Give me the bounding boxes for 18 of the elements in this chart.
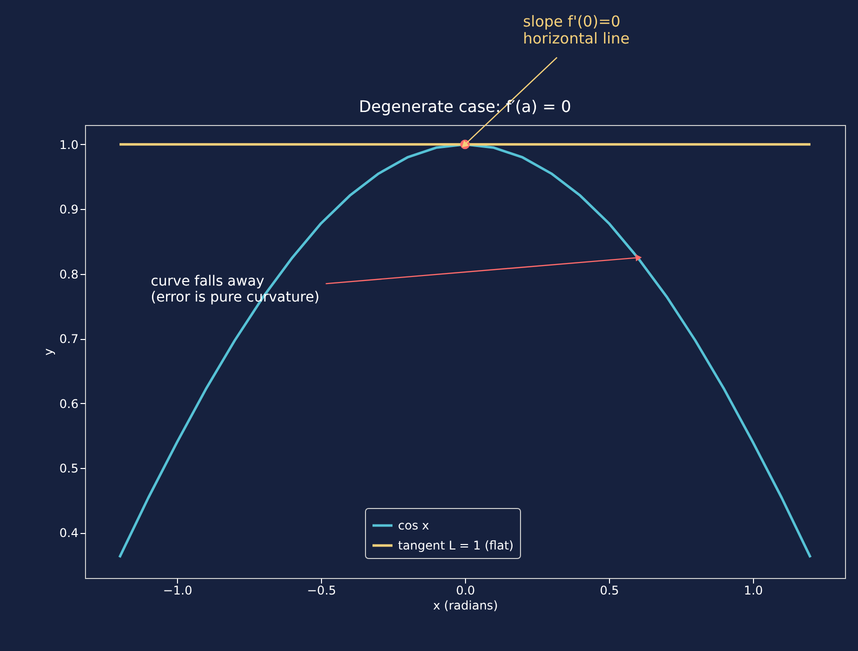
x-tick-label: 1.0 <box>744 584 763 598</box>
annotation: slope f'(0)=0 horizontal line <box>523 12 630 48</box>
y-tick-label: 0.7 <box>59 332 78 346</box>
y-axis-title: y <box>41 348 56 356</box>
x-tick-label: 0.5 <box>600 584 619 598</box>
x-tick-label: 0.0 <box>456 584 476 598</box>
legend-label: cos x <box>398 518 430 532</box>
legend-label: tangent L = 1 (flat) <box>398 538 514 552</box>
y-tick-label: 1.0 <box>59 138 78 152</box>
y-tick-label: 0.8 <box>59 267 78 282</box>
y-tick-label: 0.9 <box>59 202 78 217</box>
x-tick-label: −1.0 <box>163 584 192 598</box>
x-tick-label: −0.5 <box>306 584 336 598</box>
chart-title: Degenerate case: f′(a) = 0 <box>358 97 572 116</box>
y-tick-label: 0.6 <box>59 396 78 411</box>
y-tick-label: 0.4 <box>59 526 78 540</box>
x-axis-title: x (radians) <box>433 598 498 612</box>
y-tick-label: 0.5 <box>59 461 78 476</box>
